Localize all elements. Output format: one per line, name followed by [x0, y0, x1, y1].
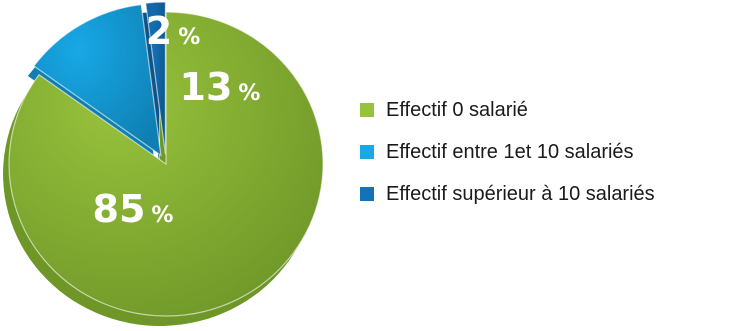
legend-item: Effectif entre 1et 10 salariés	[360, 138, 655, 166]
legend-label: Effectif supérieur à 10 salariés	[386, 182, 655, 205]
pie-slice	[8, 11, 324, 317]
legend-label: Effectif 0 salarié	[386, 98, 528, 121]
legend-swatch	[360, 145, 374, 159]
legend-swatch	[360, 187, 374, 201]
slice-data-label: 85%	[93, 187, 174, 231]
slice-data-label: 13%	[180, 65, 261, 109]
legend-label: Effectif entre 1et 10 salariés	[386, 140, 634, 163]
pie-slice	[33, 3, 162, 157]
legend-swatch	[360, 103, 374, 117]
slice-data-label: 2%	[146, 9, 201, 53]
legend-item: Effectif 0 salarié	[360, 96, 655, 124]
pie-slice	[145, 1, 167, 155]
legend: Effectif 0 salarié Effectif entre 1et 10…	[360, 96, 655, 222]
legend-item: Effectif supérieur à 10 salariés	[360, 180, 655, 208]
